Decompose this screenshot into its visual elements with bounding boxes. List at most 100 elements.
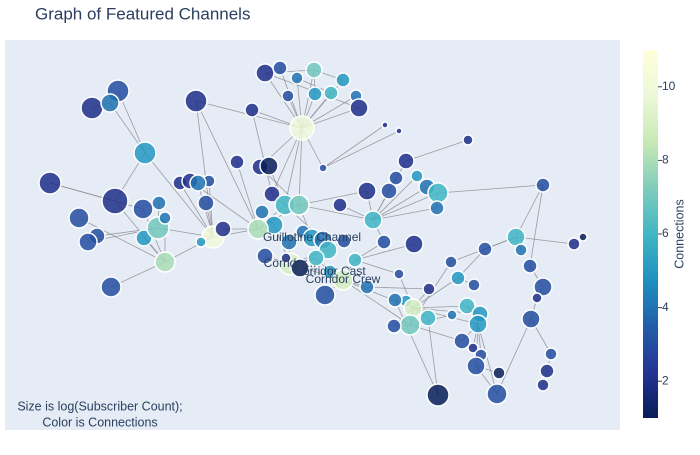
node <box>427 182 449 204</box>
node <box>280 252 292 264</box>
node <box>380 182 398 200</box>
node <box>410 169 424 183</box>
edge <box>78 217 166 263</box>
node <box>78 232 98 252</box>
node-label: Corridor Cast <box>294 264 366 278</box>
node <box>100 93 120 113</box>
node <box>467 278 481 292</box>
colorbar <box>643 50 658 418</box>
colorbar-tick-label: 6 <box>662 226 669 240</box>
colorbar-ticks: 2 4 6 8 10 <box>658 79 676 387</box>
node <box>514 243 528 257</box>
node <box>349 98 369 118</box>
node <box>263 185 281 203</box>
node <box>395 127 403 135</box>
node <box>259 156 279 176</box>
edge <box>342 279 411 326</box>
node <box>363 210 383 230</box>
node <box>462 134 474 146</box>
node <box>419 309 437 327</box>
edge <box>366 286 430 290</box>
edge <box>144 152 214 238</box>
node <box>305 61 323 79</box>
node <box>446 309 458 321</box>
edge <box>236 161 259 230</box>
node <box>578 232 588 242</box>
node <box>535 177 551 193</box>
node <box>307 249 325 267</box>
colorbar-tick-label: 2 <box>662 373 669 387</box>
node <box>335 72 351 88</box>
annotation: Color is Connections <box>42 415 157 429</box>
node <box>422 282 436 296</box>
node <box>336 233 352 249</box>
node-label: Guillotine Channel <box>263 230 361 244</box>
colorbar-tick-label: 10 <box>662 79 676 93</box>
edge <box>372 207 438 221</box>
node <box>444 255 458 269</box>
edge <box>284 127 303 206</box>
node <box>244 102 260 118</box>
node <box>381 121 389 129</box>
node <box>290 71 304 85</box>
node <box>195 236 207 248</box>
node <box>393 268 405 280</box>
colorbar-tick-label: 8 <box>662 153 669 167</box>
edge <box>195 100 214 238</box>
edge <box>354 243 415 261</box>
node <box>522 258 538 274</box>
node-label: Corridor... <box>264 256 317 270</box>
node <box>290 258 310 278</box>
node <box>214 220 232 238</box>
node <box>397 152 415 170</box>
node <box>151 195 167 211</box>
node <box>158 211 172 225</box>
node <box>404 234 424 254</box>
node <box>468 314 488 334</box>
node <box>544 347 558 361</box>
node <box>255 63 275 83</box>
node <box>100 276 122 298</box>
node <box>184 89 208 113</box>
node <box>323 85 339 101</box>
node <box>466 356 486 376</box>
edge <box>529 184 544 267</box>
node <box>307 86 323 102</box>
edge <box>437 184 544 194</box>
labels: Guillotine Channel Corridor...Corridor Ca… <box>263 230 381 286</box>
annotation: Size is log(Subscriber Count); <box>17 399 182 413</box>
node <box>280 233 298 251</box>
node <box>521 309 541 329</box>
node <box>403 298 423 318</box>
edge <box>515 184 544 238</box>
node <box>492 366 506 380</box>
node <box>332 269 354 291</box>
node <box>567 237 581 251</box>
edge <box>496 318 532 395</box>
node <box>357 181 377 201</box>
node <box>288 194 310 216</box>
edge <box>322 130 400 169</box>
node <box>132 198 154 220</box>
node <box>256 247 274 265</box>
node <box>486 383 508 405</box>
node <box>189 174 207 192</box>
node <box>453 332 471 350</box>
node-label: Corridor Crew <box>306 272 381 286</box>
node <box>80 96 104 120</box>
node <box>101 187 129 215</box>
node <box>399 314 421 336</box>
node <box>467 342 479 354</box>
colorbar-title: Connections <box>672 199 686 269</box>
edge <box>298 127 303 206</box>
node <box>387 292 403 308</box>
edge <box>298 204 374 221</box>
node <box>332 197 348 213</box>
node <box>197 194 215 212</box>
node <box>314 284 336 306</box>
node <box>429 200 445 216</box>
node <box>281 89 295 103</box>
node <box>359 279 375 295</box>
node <box>388 170 404 186</box>
node <box>133 141 157 165</box>
